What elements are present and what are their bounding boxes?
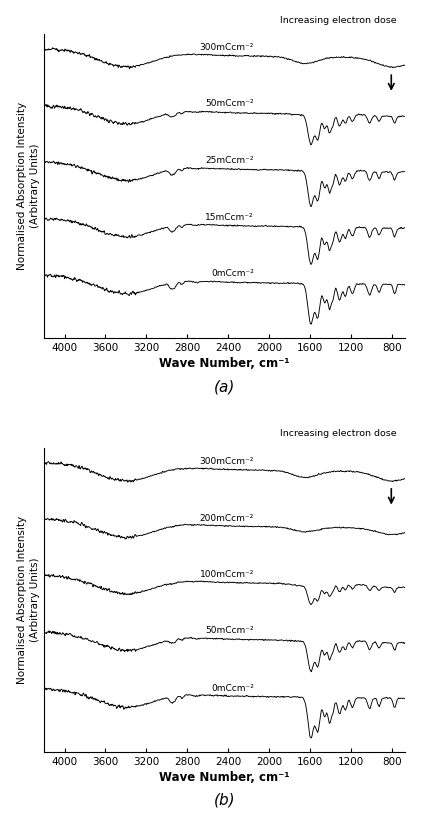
X-axis label: Wave Number, cm⁻¹: Wave Number, cm⁻¹	[159, 771, 290, 784]
Text: 0mCcm⁻²: 0mCcm⁻²	[211, 269, 254, 278]
Text: 15mCcm⁻²: 15mCcm⁻²	[205, 213, 254, 222]
Text: 50mCcm⁻²: 50mCcm⁻²	[205, 99, 254, 109]
Y-axis label: Normalised Absorption Intensity
(Arbitrary Units): Normalised Absorption Intensity (Arbitra…	[17, 102, 40, 270]
Text: 100mCcm⁻²: 100mCcm⁻²	[200, 570, 254, 580]
Text: Increasing electron dose: Increasing electron dose	[280, 16, 396, 25]
Text: Increasing electron dose: Increasing electron dose	[280, 429, 396, 438]
Text: 25mCcm⁻²: 25mCcm⁻²	[206, 156, 254, 165]
Y-axis label: Normalised Absorption Intensity
(Arbitrary Units): Normalised Absorption Intensity (Arbitra…	[17, 515, 40, 684]
X-axis label: Wave Number, cm⁻¹: Wave Number, cm⁻¹	[159, 357, 290, 370]
Text: 50mCcm⁻²: 50mCcm⁻²	[205, 626, 254, 635]
Text: (a): (a)	[214, 379, 235, 395]
Text: (b): (b)	[214, 793, 235, 808]
Text: 300mCcm⁻²: 300mCcm⁻²	[200, 457, 254, 466]
Text: 200mCcm⁻²: 200mCcm⁻²	[200, 514, 254, 523]
Text: 300mCcm⁻²: 300mCcm⁻²	[200, 43, 254, 52]
Text: 0mCcm⁻²: 0mCcm⁻²	[211, 684, 254, 693]
